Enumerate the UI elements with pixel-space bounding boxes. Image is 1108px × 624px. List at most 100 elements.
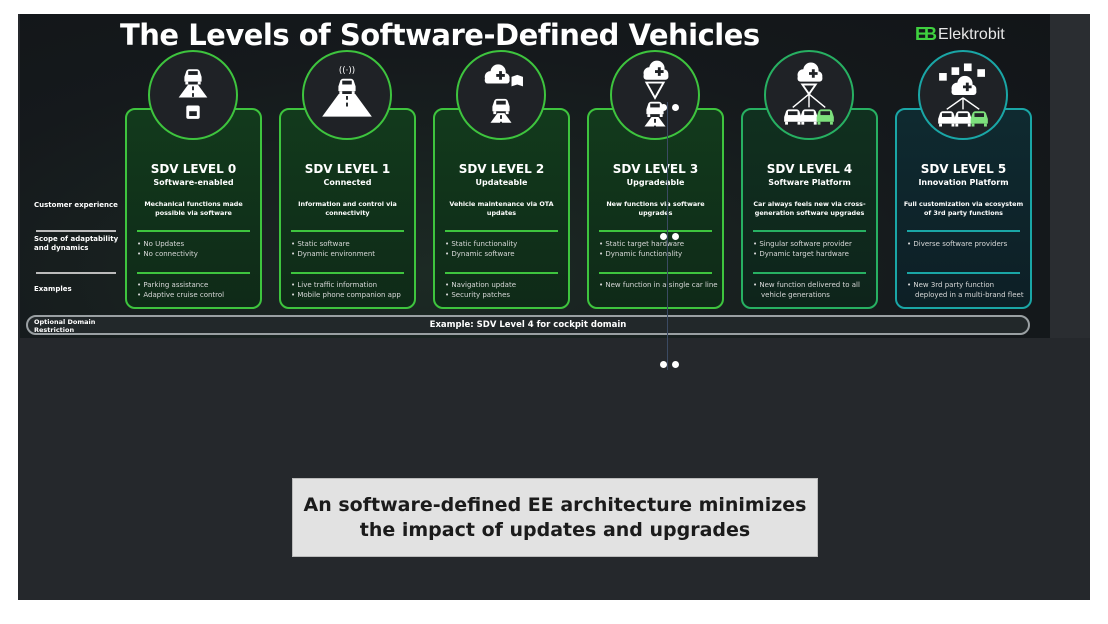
row-label-scope: Scope of adaptability and dynamics <box>34 235 119 252</box>
handle-dot[interactable] <box>660 233 667 240</box>
card-divider <box>907 272 1020 274</box>
domain-example: Example: SDV Level 4 for cockpit domain <box>429 320 627 330</box>
sdv-level-card: SDV LEVEL 4 Software Platform Car always… <box>741 108 878 309</box>
cloud-upgrade-car-icon <box>643 60 669 130</box>
scope-text: Static software <box>297 240 350 248</box>
scope-text: No Updates <box>143 240 185 248</box>
scope-item: • Static software <box>291 240 350 248</box>
row-label-customer-experience: Customer experience <box>34 201 118 209</box>
cursor-guide-line <box>667 102 668 370</box>
scope-list: • Static functionality • Dynamic software <box>445 240 564 259</box>
examples-list: • Live traffic information • Mobile phone… <box>291 281 410 300</box>
row-divider <box>36 230 116 232</box>
example-text: Adaptive cruise control <box>143 290 225 299</box>
card-divider <box>445 230 558 232</box>
scope-text: Static functionality <box>451 240 518 248</box>
customer-experience: Car always feels new via cross-generatio… <box>753 200 866 217</box>
scope-text: Static target hardware <box>605 240 685 248</box>
scope-item: • Diverse software providers <box>907 240 1008 248</box>
example-item: • Navigation update <box>445 281 517 289</box>
handle-dot[interactable] <box>660 361 667 368</box>
card-divider <box>137 272 250 274</box>
elektrobit-logo: EB Elektrobit <box>915 24 1005 45</box>
scope-text: Dynamic target hardware <box>759 249 849 258</box>
sdv-level-card: SDV LEVEL 0 Software-enabled Mechanical … <box>125 108 262 309</box>
level-name: Innovation Platform <box>918 178 1009 187</box>
example-item: • New function in a single car line <box>599 281 718 289</box>
example-item: • Parking assistance <box>137 281 209 289</box>
example-text: Mobile phone companion app <box>297 290 401 299</box>
example-item: • Mobile phone companion app <box>291 290 401 299</box>
logo-name: Elektrobit <box>938 25 1005 43</box>
sdv-level-card: SDV LEVEL 2 Updateable Vehicle maintenan… <box>433 108 570 309</box>
car-road-floppy-icon <box>178 69 208 119</box>
level-title: SDV LEVEL 2 <box>458 162 545 176</box>
level-icon-circle <box>148 50 238 140</box>
examples-list: • Navigation update • Security patches <box>445 281 564 300</box>
connected-car-road-icon: ((·)) <box>322 66 372 117</box>
scope-text: Singular software provider <box>759 240 852 248</box>
slide-title: The Levels of Software-Defined Vehicles <box>120 18 760 52</box>
card-divider <box>599 230 712 232</box>
customer-experience: New functions via software upgrades <box>606 200 705 217</box>
scope-text: Dynamic environment <box>297 249 376 258</box>
example-item: • Adaptive cruise control <box>137 290 225 299</box>
scope-list: • Singular software provider • Dynamic ta… <box>753 240 872 259</box>
level-name: Upgradeable <box>626 178 685 187</box>
scope-item: • No connectivity <box>137 249 198 258</box>
customer-experience: Information and control via connectivity <box>298 200 397 217</box>
handle-dot[interactable] <box>672 233 679 240</box>
scope-item: • Singular software provider <box>753 240 852 248</box>
domain-restriction-bar: Optional Domain Restriction Example: SDV… <box>26 315 1030 335</box>
app-ecosystem-fleet-icon <box>938 63 988 127</box>
scope-list: • Diverse software providers <box>907 240 1026 250</box>
row-divider <box>36 272 116 274</box>
customer-experience: Full customization via ecosystem of 3rd … <box>903 200 1024 217</box>
scope-item: • Dynamic software <box>445 249 515 258</box>
examples-list: • New function in a single car line <box>599 281 718 291</box>
handle-dot[interactable] <box>660 104 667 111</box>
level-icon-circle <box>918 50 1008 140</box>
slide-margin <box>1050 14 1090 338</box>
svg-text:((·)): ((·)) <box>339 66 355 76</box>
example-item: • Live traffic information <box>291 281 378 289</box>
level-title: SDV LEVEL 0 <box>150 162 237 176</box>
level-name: Updateable <box>475 178 528 187</box>
scope-text: Dynamic functionality <box>605 249 683 258</box>
level-name: Software-enabled <box>153 178 234 187</box>
card-divider <box>753 272 866 274</box>
examples-list: • New function delivered to all vehicle … <box>753 281 872 300</box>
example-item: • New function delivered to all vehicle … <box>753 281 860 299</box>
examples-list: • New 3rd party function deployed in a m… <box>907 281 1026 300</box>
example-text: Security patches <box>451 290 511 299</box>
scope-item: • No Updates <box>137 240 185 248</box>
customer-experience: Vehicle maintenance via OTA updates <box>449 200 554 217</box>
level-title: SDV LEVEL 5 <box>920 162 1007 176</box>
example-item: • New 3rd party function deployed in a m… <box>907 281 1024 299</box>
card-divider <box>291 230 404 232</box>
card-divider <box>753 230 866 232</box>
presentation-stage: The Levels of Software-Defined Vehicles … <box>18 14 1090 600</box>
scope-item: • Dynamic target hardware <box>753 249 849 258</box>
caption-box: An software-defined EE architecture mini… <box>292 478 818 557</box>
scope-text: Dynamic software <box>451 249 515 258</box>
level-icon-circle <box>764 50 854 140</box>
customer-experience: Mechanical functions made possible via s… <box>144 200 243 217</box>
scope-item: • Static functionality <box>445 240 518 248</box>
level-title: SDV LEVEL 3 <box>612 162 699 176</box>
level-icon-circle: ((·)) <box>302 50 392 140</box>
sdv-level-card: SDV LEVEL 1 Connected Information and co… <box>279 108 416 309</box>
scope-item: • Static target hardware <box>599 240 685 248</box>
level-title: SDV LEVEL 4 <box>766 162 853 176</box>
card-divider <box>445 272 558 274</box>
scope-list: • Static software • Dynamic environment <box>291 240 410 259</box>
slide: The Levels of Software-Defined Vehicles … <box>20 14 1050 338</box>
handle-dot[interactable] <box>672 104 679 111</box>
example-text: Parking assistance <box>143 281 209 289</box>
scope-text: Diverse software providers <box>913 240 1008 248</box>
card-divider <box>291 272 404 274</box>
handle-dot[interactable] <box>672 361 679 368</box>
scope-item: • Dynamic environment <box>291 249 376 258</box>
scope-list: • Static target hardware • Dynamic functi… <box>599 240 718 259</box>
eb-logo-icon: EB <box>915 24 937 44</box>
